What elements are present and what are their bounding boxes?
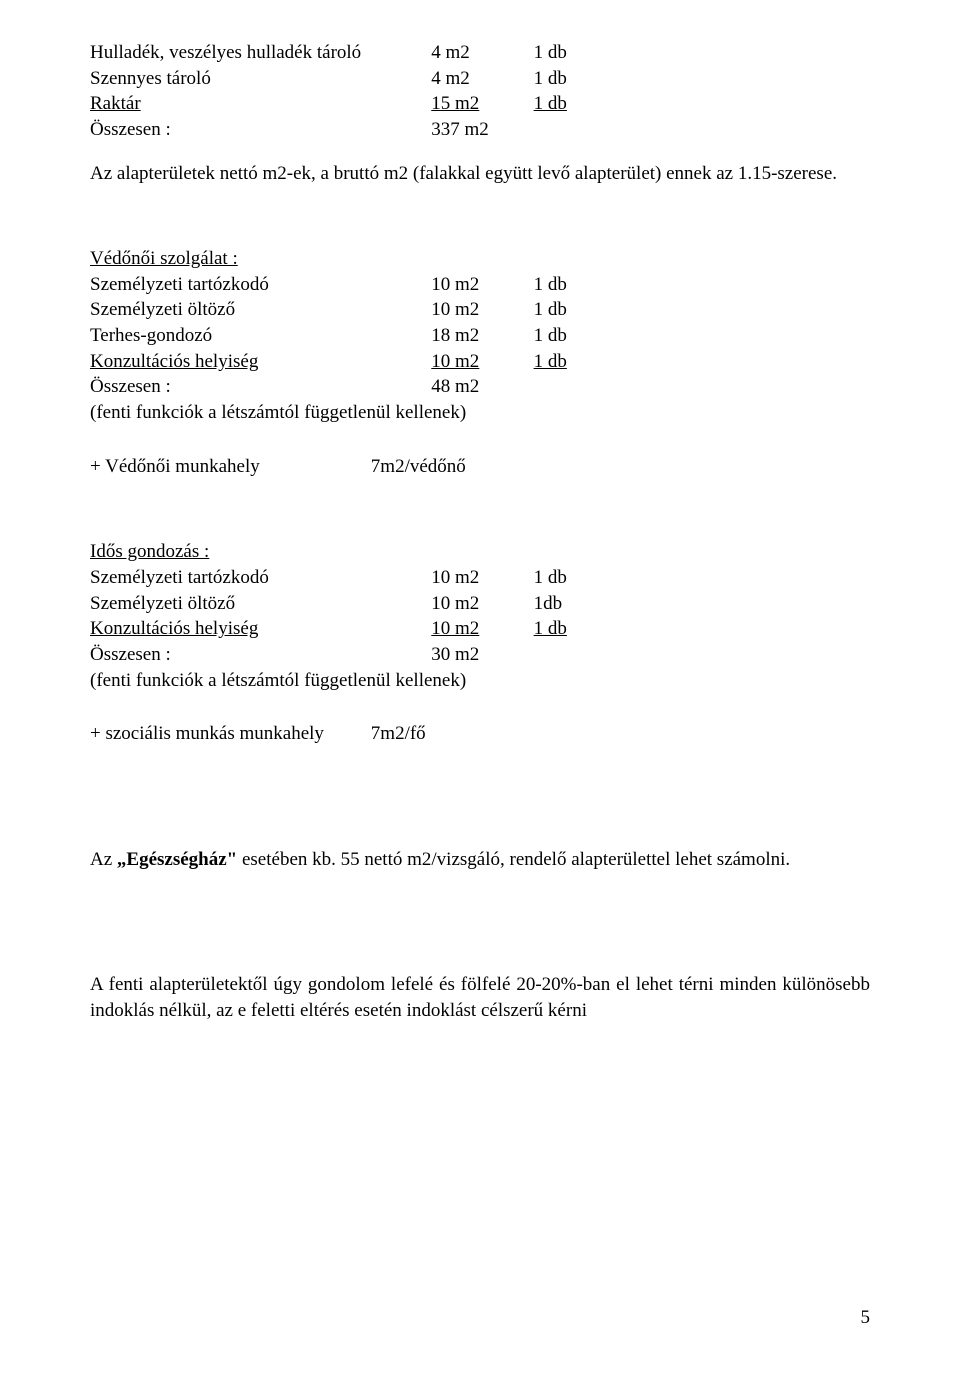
cell-name: Szennyes tároló <box>90 66 431 92</box>
cell-area: 10 m2 <box>431 297 533 323</box>
cell-name: Terhes-gondozó <box>90 323 431 349</box>
cell-name: Személyzeti tartózkodó <box>90 272 431 298</box>
extra-label: + szociális munkás munkahely <box>90 721 371 747</box>
cell-qty <box>534 374 636 400</box>
extra-value: 7m2/fő <box>371 721 558 747</box>
table-row: Összesen : 337 m2 <box>90 117 636 143</box>
cell-area: 15 m2 <box>431 91 533 117</box>
table-row: Szennyes tároló 4 m2 1 db <box>90 66 636 92</box>
cell-qty: 1 db <box>534 323 636 349</box>
cell-name: Konzultációs helyiség <box>90 349 431 375</box>
cell-area: 10 m2 <box>431 349 533 375</box>
cell-qty: 1 db <box>534 565 636 591</box>
table-row: Összesen : 48 m2 <box>90 374 636 400</box>
text-bold: „Egészségház" <box>117 849 237 870</box>
section-note: (fenti funkciók a létszámtól függetlenül… <box>90 400 870 426</box>
cell-qty: 1 db <box>534 66 636 92</box>
cell-qty: 1db <box>534 591 636 617</box>
table-row: Raktár 15 m2 1 db <box>90 91 636 117</box>
cell-area: 337 m2 <box>431 117 533 143</box>
cell-name: Hulladék, veszélyes hulladék tároló <box>90 40 431 66</box>
idos-extra: + szociális munkás munkahely 7m2/fő <box>90 721 558 747</box>
cell-qty: 1 db <box>534 40 636 66</box>
cell-area: 10 m2 <box>431 565 533 591</box>
cell-name: Személyzeti tartózkodó <box>90 565 431 591</box>
cell-area: 30 m2 <box>431 642 533 668</box>
cell-qty: 1 db <box>534 91 636 117</box>
cell-area: 4 m2 <box>431 66 533 92</box>
cell-area: 18 m2 <box>431 323 533 349</box>
cell-qty <box>534 642 636 668</box>
table-row: Személyzeti tartózkodó 10 m2 1 db <box>90 565 636 591</box>
cell-area: 10 m2 <box>431 616 533 642</box>
cell-name: Raktár <box>90 91 431 117</box>
vedonoi-table: Személyzeti tartózkodó 10 m2 1 db Személ… <box>90 272 636 400</box>
cell-area: 4 m2 <box>431 40 533 66</box>
cell-name: Konzultációs helyiség <box>90 616 431 642</box>
egeszseghaz-paragraph: Az „Egészségház" esetében kb. 55 nettó m… <box>90 847 870 873</box>
page-number: 5 <box>861 1305 871 1331</box>
idos-section: Idős gondozás : Személyzeti tartózkodó 1… <box>90 539 870 746</box>
table-row: Összesen : 30 m2 <box>90 642 636 668</box>
cell-name: Összesen : <box>90 117 431 143</box>
cell-qty: 1 db <box>534 616 636 642</box>
section-heading: Védőnői szolgálat : <box>90 246 870 272</box>
idos-table: Személyzeti tartózkodó 10 m2 1 db Személ… <box>90 565 636 668</box>
text-pre: Az <box>90 849 117 870</box>
table-row: Személyzeti tartózkodó 10 m2 1 db <box>90 272 636 298</box>
section-heading: Idős gondozás : <box>90 539 870 565</box>
text-post: esetében kb. 55 nettó m2/vizsgáló, rende… <box>237 849 790 870</box>
cell-qty: 1 db <box>534 349 636 375</box>
cell-area: 48 m2 <box>431 374 533 400</box>
section-note: (fenti funkciók a létszámtól függetlenül… <box>90 668 870 694</box>
extra-value: 7m2/védőnő <box>371 454 558 480</box>
table-row: Konzultációs helyiség 10 m2 1 db <box>90 349 636 375</box>
cell-name: Személyzeti öltöző <box>90 297 431 323</box>
cell-name: Összesen : <box>90 642 431 668</box>
cell-area: 10 m2 <box>431 591 533 617</box>
cell-qty <box>534 117 636 143</box>
intro-paragraph: Az alapterületek nettó m2-ek, a bruttó m… <box>90 161 870 187</box>
vedonoi-extra: + Védőnői munkahely 7m2/védőnő <box>90 454 558 480</box>
table-row: Személyzeti öltöző 10 m2 1 db <box>90 297 636 323</box>
closing-paragraph: A fenti alapterületektől úgy gondolom le… <box>90 972 870 1023</box>
table-row: Terhes-gondozó 18 m2 1 db <box>90 323 636 349</box>
cell-qty: 1 db <box>534 297 636 323</box>
cell-qty: 1 db <box>534 272 636 298</box>
cell-area: 10 m2 <box>431 272 533 298</box>
table-row: Konzultációs helyiség 10 m2 1 db <box>90 616 636 642</box>
table-row: Hulladék, veszélyes hulladék tároló 4 m2… <box>90 40 636 66</box>
cell-name: Összesen : <box>90 374 431 400</box>
table-row: Személyzeti öltöző 10 m2 1db <box>90 591 636 617</box>
vedonoi-section: Védőnői szolgálat : Személyzeti tartózko… <box>90 246 870 479</box>
cell-name: Személyzeti öltöző <box>90 591 431 617</box>
top-area-table: Hulladék, veszélyes hulladék tároló 4 m2… <box>90 40 636 143</box>
extra-label: + Védőnői munkahely <box>90 454 371 480</box>
